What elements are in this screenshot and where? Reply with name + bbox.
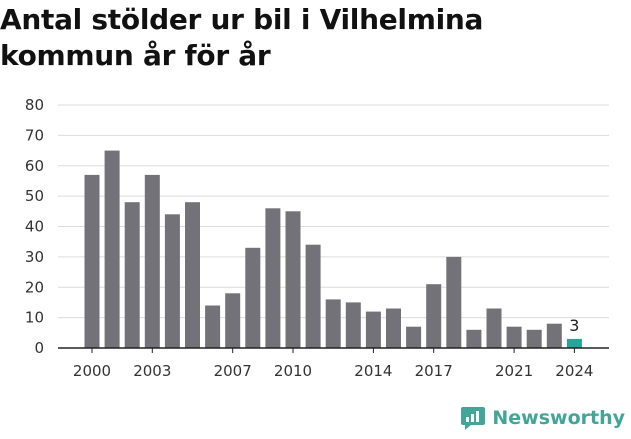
bar-2018 (446, 256, 462, 348)
chart-title: Antal stölder ur bil i Vilhelmina kommun… (0, 3, 484, 72)
x-axis: 2000 2003 2007 2010 2014 2017 2021 2024 (58, 347, 609, 380)
bar-2015 (386, 308, 401, 348)
data-label-2024: 3 (569, 316, 579, 335)
bar-2006 (205, 305, 221, 348)
x-tick-label: 2010 (274, 362, 312, 380)
bar-2005 (185, 202, 200, 348)
y-tick-label: 60 (25, 157, 44, 175)
brand-name: Newsworthy (492, 407, 625, 429)
bar-2011 (305, 244, 321, 348)
x-tick-label: 2024 (555, 362, 593, 380)
bar-2014 (365, 311, 381, 348)
grid-lines (58, 104, 609, 319)
y-tick-label: 70 (25, 126, 44, 144)
bars (84, 150, 582, 348)
bar-2021 (506, 326, 522, 348)
bar-2000 (84, 174, 100, 348)
x-tick-label: 2003 (133, 362, 171, 380)
bar-2020 (486, 308, 502, 348)
bar-2016 (406, 326, 422, 348)
bar-2003 (144, 174, 160, 348)
bar-2010 (285, 211, 301, 348)
bar-2024 (566, 338, 582, 348)
newsworthy-logo-icon (461, 407, 486, 430)
bar-2009 (265, 208, 281, 348)
bar-2004 (164, 214, 180, 348)
x-tick-label: 2014 (354, 362, 392, 380)
y-tick-label: 10 (25, 309, 44, 327)
bar-2019 (466, 329, 482, 348)
bar-2001 (104, 150, 120, 348)
bar-2022 (526, 329, 542, 348)
y-tick-label: 40 (25, 218, 44, 236)
bar-2012 (325, 299, 341, 348)
bar-2017 (426, 284, 442, 348)
bar-2023 (546, 323, 562, 348)
y-tick-label: 80 (25, 96, 44, 114)
bar-2002 (124, 202, 140, 348)
y-tick-label: 50 (25, 187, 44, 205)
bar-2013 (345, 302, 361, 348)
y-tick-label: 20 (25, 278, 44, 296)
newsworthy-brand: Newsworthy (460, 403, 625, 433)
bar-2008 (245, 247, 261, 348)
y-tick-label: 30 (25, 248, 44, 266)
x-tick-label: 2000 (73, 362, 111, 380)
x-tick-label: 2017 (415, 362, 453, 380)
data-labels: 3 (569, 316, 579, 335)
x-tick-label: 2007 (214, 362, 252, 380)
y-tick-label: 0 (34, 339, 44, 357)
y-axis-ticks: 0 10 20 30 40 50 60 70 80 (25, 96, 44, 357)
bar-2007 (225, 293, 241, 348)
x-tick-label: 2021 (495, 362, 533, 380)
